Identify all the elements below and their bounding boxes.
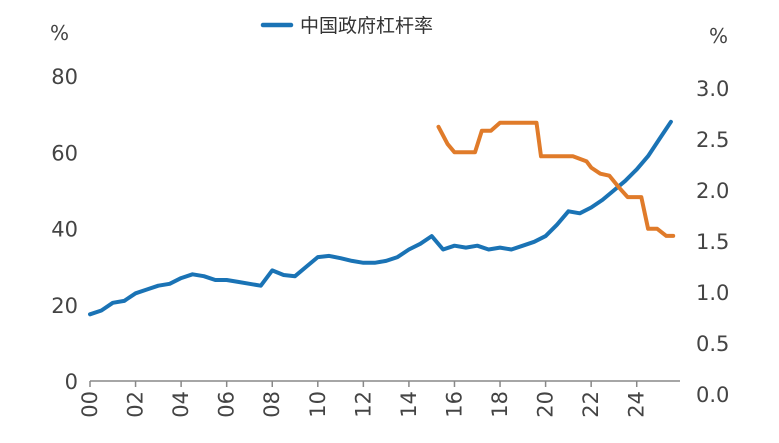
left-tick-label: 0 [65, 370, 78, 394]
left-axis-unit: % [50, 21, 69, 45]
right-tick-label: 1.5 [696, 230, 729, 254]
legend-label-government-leverage: 中国政府杠杆率 [300, 15, 433, 37]
x-tick-label: 22 [579, 391, 603, 418]
right-tick-label: 2.0 [696, 179, 729, 203]
x-tick-label: 02 [124, 391, 148, 418]
x-tick-label: 18 [488, 391, 512, 418]
x-tick-label: 10 [306, 391, 330, 418]
x-tick-label: 04 [169, 391, 193, 418]
right-tick-label: 0.0 [696, 383, 729, 407]
series-line-government-leverage [88, 119, 673, 317]
right-tick-label: 2.5 [696, 128, 729, 152]
left-tick-label: 40 [51, 218, 78, 242]
x-tick-label: 20 [534, 391, 558, 418]
x-tick-label: 16 [442, 391, 466, 418]
series-line-right-axis [436, 120, 676, 238]
left-axis-ticks: 0 20 40 60 80 [51, 65, 78, 394]
right-tick-label: 1.0 [696, 281, 729, 305]
x-tick-label: 06 [215, 391, 239, 418]
x-axis: 00 02 04 06 08 10 12 14 16 18 20 22 24 [78, 380, 680, 418]
left-tick-label: 80 [51, 65, 78, 89]
right-tick-label: 3.0 [696, 77, 729, 101]
x-tick-label: 14 [397, 391, 421, 418]
x-tick-label: 08 [260, 391, 284, 418]
legend: 中国政府杠杆率 [260, 15, 433, 37]
series-layer [88, 119, 676, 317]
right-axis-unit: % [709, 24, 728, 48]
right-axis-ticks: 0.0 0.5 1.0 1.5 2.0 2.5 3.0 [696, 77, 729, 407]
x-axis-ticks: 00 02 04 06 08 10 12 14 16 18 20 22 24 [78, 381, 649, 418]
x-tick-label: 00 [78, 391, 102, 418]
right-tick-label: 0.5 [696, 332, 729, 356]
left-tick-label: 60 [51, 141, 78, 165]
x-tick-label: 24 [625, 391, 649, 418]
left-tick-label: 20 [51, 294, 78, 318]
x-tick-label: 12 [351, 391, 375, 418]
